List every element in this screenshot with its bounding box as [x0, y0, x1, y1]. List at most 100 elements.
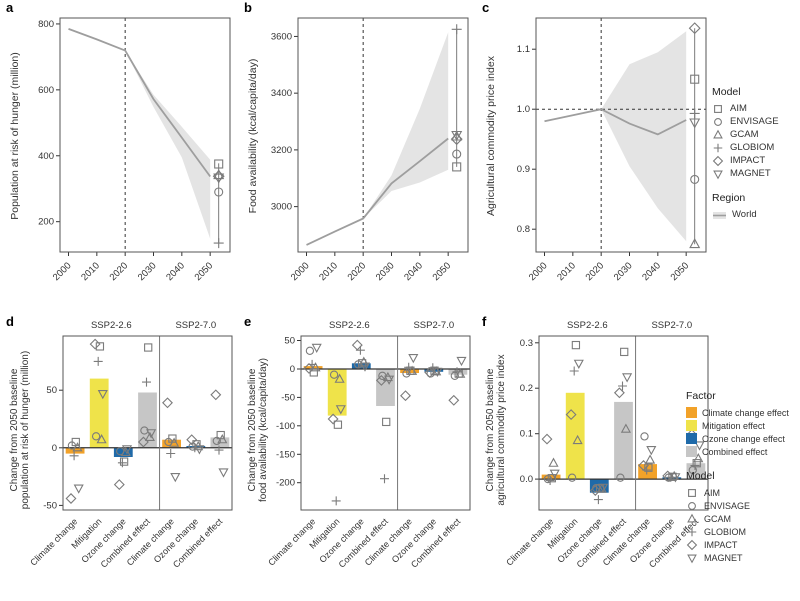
- square-icon: [688, 488, 696, 497]
- legend-item-label: ENVISAGE: [704, 500, 751, 511]
- model-marker-circle: [714, 117, 722, 126]
- svg-text:3400: 3400: [271, 88, 292, 99]
- model-marker-diamond: [210, 389, 222, 401]
- model-marker-plus: [687, 527, 697, 536]
- model-marker-diamond: [541, 433, 553, 445]
- svg-text:2040: 2040: [402, 260, 425, 283]
- model-marker-triangle-down: [194, 445, 205, 455]
- legend-item-gcam: GCAM: [686, 512, 798, 525]
- model-marker-circle: [426, 369, 435, 378]
- model-marker-triangle-down: [713, 170, 723, 179]
- circle-icon: [714, 117, 722, 126]
- model-marker-diamond: [662, 470, 674, 482]
- svg-text:-50: -50: [281, 392, 295, 403]
- model-marker-circle: [305, 346, 315, 355]
- model-marker-circle: [640, 432, 649, 441]
- model-marker-plus: [331, 496, 341, 506]
- legend-item-label: GLOBIOM: [730, 142, 775, 153]
- model-marker-diamond: [565, 409, 577, 421]
- legend-model-region: Model AIM ENVISAGE GCAM GLOBIOM IMPACT MAGNET…: [712, 86, 798, 221]
- svg-text:800: 800: [38, 19, 54, 30]
- panel-e: e Change from 2050 baseline food availab…: [238, 302, 476, 601]
- model-marker-triangle-down: [73, 484, 84, 494]
- model-marker-plus: [593, 495, 603, 505]
- model-marker-diamond: [351, 339, 363, 351]
- panel-f: f Change from 2050 baseline agricultural…: [476, 302, 709, 601]
- model-marker-plus: [93, 356, 103, 366]
- panel-a-chart: 200 400 600 800 2000 2010 2020 2030 2040 2050: [38, 17, 231, 283]
- model-marker-triangle: [431, 366, 442, 376]
- model-marker-plus: [166, 449, 176, 458]
- legend-item-ozone-effect: Ozone change effect: [686, 432, 798, 445]
- plus-icon: [713, 143, 723, 152]
- model-marker-diamond: [162, 397, 173, 409]
- model-marker-square: [452, 162, 462, 172]
- model-marker-triangle-down: [218, 468, 229, 478]
- panel-border: [535, 17, 707, 253]
- x-axis: 2000 2010 2020 2030 2040 2050: [527, 252, 691, 283]
- panel-c: c Agricultural commodity price index 0.8…: [476, 0, 708, 302]
- legend-item-label: GCAM: [730, 129, 759, 140]
- panel-f-letter: f: [482, 314, 487, 329]
- svg-text:0: 0: [52, 443, 57, 454]
- mitigation-swatch: [686, 420, 697, 431]
- legend-item-combined-effect: Combined effect: [686, 445, 798, 458]
- triangle-down-icon: [713, 170, 723, 179]
- y-axis: 50 0 -50 -100 -150 -200: [276, 336, 301, 489]
- legend-model-items: AIM ENVISAGE GCAM GLOBIOM IMPACT MAGNET: [712, 102, 798, 180]
- svg-text:0.3: 0.3: [520, 338, 533, 349]
- legend-item-label: Climate change effect: [702, 407, 789, 418]
- panel-border: [62, 335, 233, 511]
- legend-item-aim: AIM: [712, 102, 798, 115]
- model-marker-triangle-down: [646, 445, 657, 456]
- model-marker-triangle-down: [170, 472, 181, 483]
- model-marker-diamond: [613, 387, 625, 399]
- model-marker-triangle: [645, 454, 656, 464]
- model-marker-plus: [404, 362, 414, 372]
- svg-text:2010: 2010: [79, 260, 102, 283]
- model-marker-plus: [452, 367, 462, 377]
- world-line: [306, 137, 449, 246]
- model-marker-triangle: [96, 434, 107, 444]
- legend-item-globiom: GLOBIOM: [712, 141, 798, 154]
- model-marker-triangle-down: [622, 373, 633, 383]
- model-marker-diamond: [712, 155, 724, 166]
- facet-title: SSP2-7.0: [651, 320, 692, 331]
- model-marker-circle: [690, 174, 700, 184]
- model-marker-plus: [142, 377, 151, 387]
- svg-text:0: 0: [290, 364, 295, 375]
- bar-combined: [614, 401, 633, 480]
- model-marker-triangle-down: [694, 441, 705, 451]
- model-marker-square: [714, 104, 722, 113]
- model-marker-diamond: [400, 390, 411, 402]
- svg-text:400: 400: [38, 151, 54, 162]
- model-marker-triangle: [693, 453, 704, 463]
- panel-d-letter: d: [6, 314, 14, 329]
- model-marker-triangle: [596, 483, 607, 493]
- model-marker-circle: [212, 436, 221, 446]
- model-marker-circle: [91, 432, 101, 441]
- panel-border: [59, 17, 231, 253]
- legend-item-label: GCAM: [704, 513, 731, 524]
- model-marker-plus: [618, 381, 627, 391]
- legend-factor-model: Factor Climate change effect Mitigation e…: [686, 390, 798, 564]
- model-marker-triangle-down: [121, 445, 133, 455]
- legend-item-label: IMPACT: [704, 539, 738, 550]
- model-marker-square: [119, 457, 129, 466]
- facet-title: SSP2-7.0: [413, 320, 454, 331]
- y-axis: 0.0 0.1 0.2 0.3: [520, 338, 539, 485]
- model-marker-triangle: [217, 434, 228, 444]
- panel-a-letter: a: [6, 0, 14, 15]
- bar-ozone: [424, 369, 444, 372]
- model-marker-circle: [67, 441, 77, 450]
- model-marker-diamond: [448, 394, 460, 406]
- legend-item-label: Combined effect: [702, 446, 768, 457]
- model-marker-square: [692, 459, 701, 468]
- circle-icon: [688, 501, 696, 510]
- x-axis: 2000 2010 2020 2030 2040 2050: [289, 252, 453, 283]
- svg-text:2040: 2040: [640, 260, 663, 283]
- svg-text:3600: 3600: [271, 31, 292, 42]
- legend-item-globiom: GLOBIOM: [686, 525, 798, 538]
